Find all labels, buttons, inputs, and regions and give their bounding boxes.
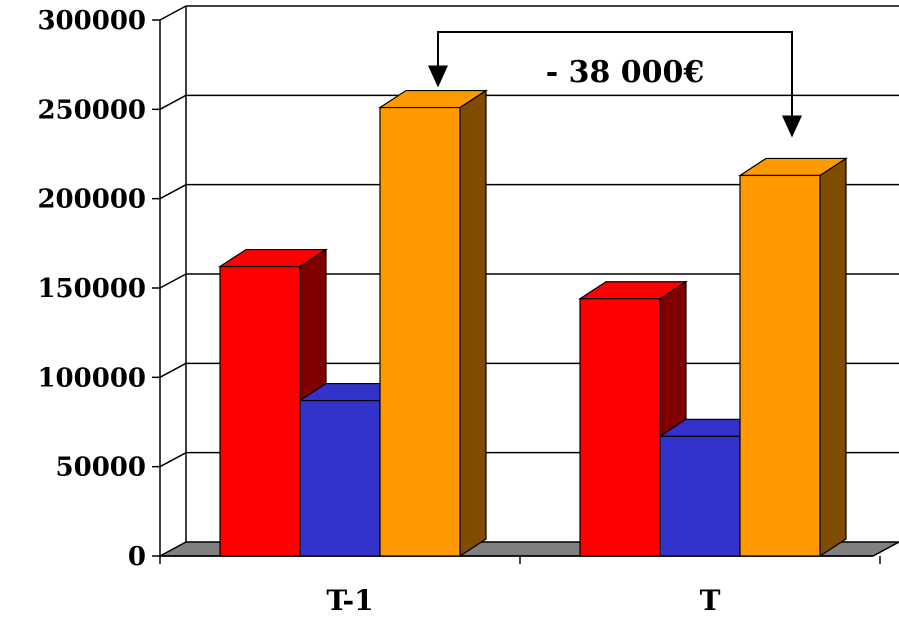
- bars-layer: [217, 89, 849, 558]
- bar-side: [459, 89, 487, 558]
- bar: [579, 298, 661, 557]
- arrowhead-left: [428, 65, 448, 88]
- y-tick-label: 150000: [37, 274, 146, 304]
- y-tick-label: 100000: [37, 363, 146, 393]
- bar-side: [819, 157, 847, 558]
- bar: [219, 265, 301, 557]
- bar: [659, 435, 741, 557]
- bar: [379, 106, 461, 557]
- difference-label: - 38 000€: [546, 55, 705, 90]
- category-label: T-1: [326, 584, 373, 617]
- difference-annotation: - 38 000€: [428, 31, 802, 138]
- y-tick-label: 300000: [37, 6, 146, 36]
- y-tick-label: 50000: [56, 453, 146, 483]
- gridline-depth: [159, 94, 187, 110]
- y-tick-label: 200000: [37, 185, 146, 215]
- bar: [739, 174, 821, 557]
- y-tick-label: 250000: [37, 95, 146, 125]
- gridline-depth: [159, 273, 187, 289]
- category-label: T: [700, 584, 721, 617]
- arrowhead-right: [782, 115, 802, 138]
- bar: [299, 399, 381, 557]
- labels-layer: 0 50000 100000 150000 200000 250000 300000 T-1 T: [37, 6, 720, 617]
- gridline-depth: [159, 362, 187, 378]
- gridline-depth: [159, 5, 187, 21]
- gridline-depth: [159, 184, 187, 200]
- difference-arrow: [437, 31, 793, 118]
- gridline-depth: [159, 452, 187, 468]
- y-tick-label: 0: [128, 542, 146, 572]
